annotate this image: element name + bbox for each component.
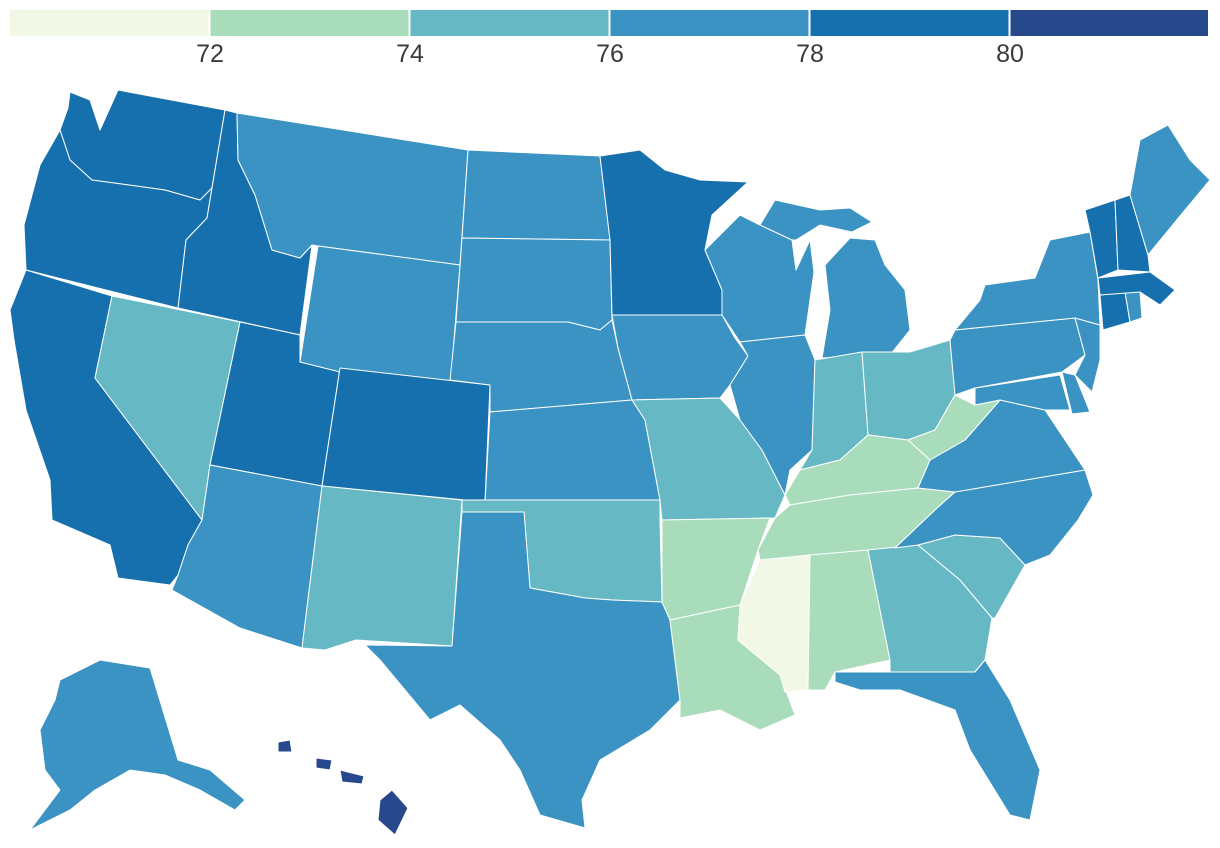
state-DE[interactable] <box>1061 371 1091 415</box>
state-CO[interactable] <box>321 367 491 503</box>
state-NC[interactable] <box>894 469 1094 566</box>
state-MO[interactable] <box>631 397 786 521</box>
state-ND[interactable] <box>461 149 611 241</box>
state-MD[interactable] <box>974 374 1071 411</box>
state-TX[interactable] <box>364 511 681 829</box>
state-VT[interactable] <box>1084 199 1119 279</box>
legend-swatch-2 <box>210 10 409 36</box>
state-NH[interactable] <box>1114 194 1151 273</box>
state-FL[interactable] <box>834 659 1041 821</box>
states-layer <box>9 89 1211 836</box>
legend-tick-label-76: 76 <box>596 40 624 68</box>
state-AK[interactable] <box>29 659 246 831</box>
state-MI[interactable] <box>821 237 911 359</box>
legend-swatch-4 <box>610 10 809 36</box>
legend-swatch-3 <box>410 10 609 36</box>
state-MT[interactable] <box>236 112 469 266</box>
legend-tick-label-80: 80 <box>996 40 1024 68</box>
state-IA[interactable] <box>611 314 749 401</box>
state-SD[interactable] <box>455 237 613 331</box>
state-MN[interactable] <box>599 149 749 316</box>
legend-swatch-5 <box>810 10 1009 36</box>
legend-swatch-1 <box>10 10 209 36</box>
legend-swatch-6 <box>1010 10 1208 36</box>
state-WI[interactable] <box>704 214 815 343</box>
state-NM[interactable] <box>301 485 463 651</box>
state-WY[interactable] <box>299 245 461 391</box>
state-ME[interactable] <box>1129 124 1211 256</box>
state-MI-upper[interactable] <box>759 199 873 241</box>
state-NY[interactable] <box>954 231 1101 331</box>
legend-tick-label-72: 72 <box>196 40 224 68</box>
legend-tick-label-78: 78 <box>796 40 824 68</box>
legend-tick-label-74: 74 <box>396 40 424 68</box>
color-legend: 72 74 76 78 80 <box>10 10 1208 68</box>
state-KS[interactable] <box>484 399 661 503</box>
state-HI[interactable] <box>277 739 409 836</box>
